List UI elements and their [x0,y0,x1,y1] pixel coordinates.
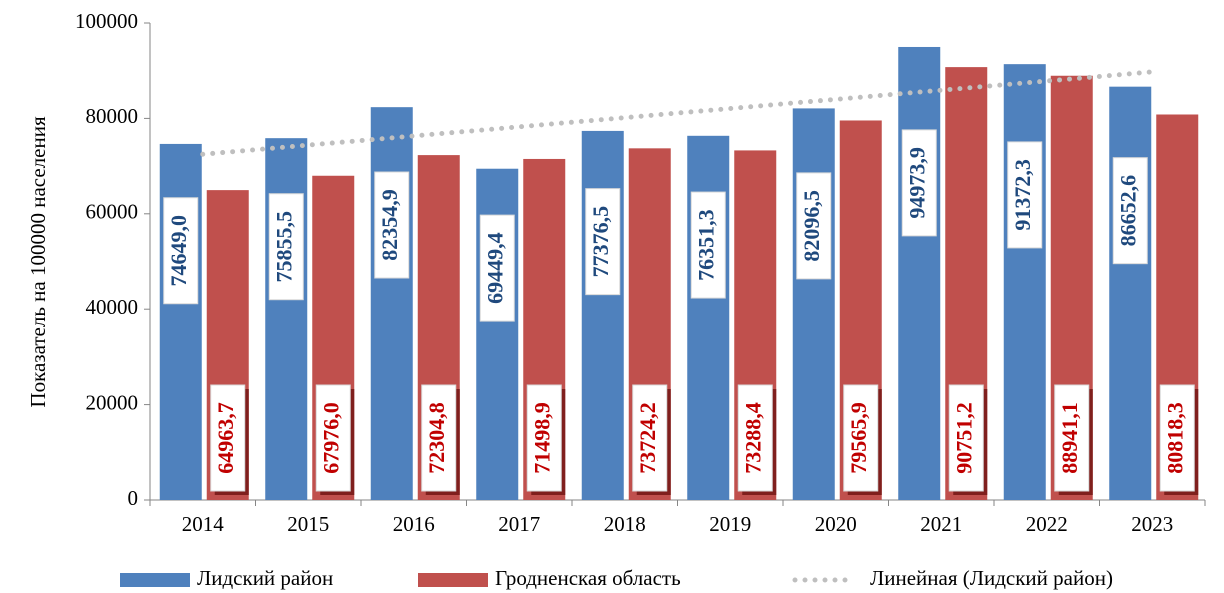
y-axis-label: Показатель на 100000 населения [26,116,50,408]
value-label: 82096,5 [799,190,824,262]
bar [265,138,308,501]
label-box [1007,141,1043,249]
value-label: 88941,1 [1057,402,1082,474]
bar [1109,86,1152,500]
label-box [1054,384,1090,492]
value-label: 82354,9 [377,189,402,260]
bar [581,130,624,500]
value-label: 69449,4 [482,232,507,304]
label-box [796,172,832,280]
value-label: 73724,2 [635,402,660,474]
value-label: 90751,2 [951,402,976,474]
label-box [268,193,304,301]
legend-label: Гродненская область [495,566,681,590]
legend-swatch [418,573,488,587]
bar [1003,64,1046,501]
value-label: 79565,9 [846,402,871,474]
bar [687,135,730,500]
x-tick-label: 2018 [604,512,646,536]
label-box [1112,157,1148,265]
x-tick-label: 2017 [498,512,540,536]
y-tick-label: 60000 [86,200,139,224]
bar [898,46,941,501]
label-box [948,384,984,492]
label-box [374,171,410,279]
value-label: 71498,9 [529,402,554,474]
y-tick-label: 100000 [75,9,138,33]
legend-label: Лидский район [197,566,333,590]
x-tick-label: 2019 [709,512,751,536]
value-label: 94973,9 [904,147,929,219]
y-tick-label: 20000 [86,390,139,414]
y-tick-label: 0 [128,486,139,510]
x-tick-label: 2022 [1026,512,1068,536]
label-box [737,384,773,492]
legend-swatch [120,573,190,587]
y-tick-label: 40000 [86,295,139,319]
value-label: 91372,3 [1010,159,1035,231]
value-label: 74649,0 [166,215,191,287]
x-tick-label: 2015 [287,512,329,536]
value-label: 75855,5 [271,211,296,283]
value-label: 77376,5 [588,206,613,278]
label-box [1159,384,1195,492]
label-box [163,197,199,305]
x-tick-label: 2023 [1131,512,1173,536]
label-box [421,384,457,492]
value-label: 67976,0 [318,402,343,474]
x-tick-label: 2014 [182,512,225,536]
label-box [479,214,515,322]
legend-label: Линейная (Лидский район) [870,566,1113,590]
value-label: 73288,4 [740,402,765,474]
x-tick-label: 2021 [920,512,962,536]
label-box [210,384,246,492]
value-label: 80818,3 [1162,402,1187,474]
x-tick-label: 2020 [815,512,857,536]
y-tick-label: 80000 [86,104,139,128]
bar [370,107,413,501]
trend-line [200,69,1155,157]
value-label: 72304,8 [424,402,449,474]
value-label: 64963,7 [213,402,238,474]
label-box [526,384,562,492]
x-tick-label: 2016 [393,512,435,536]
bar [792,108,835,501]
label-box [901,129,937,237]
label-box [585,188,621,296]
label-box [315,384,351,492]
label-box [632,384,668,492]
value-label: 76351,3 [693,209,718,280]
label-box [690,191,726,299]
value-label: 86652,6 [1115,175,1140,247]
label-box [843,384,879,492]
